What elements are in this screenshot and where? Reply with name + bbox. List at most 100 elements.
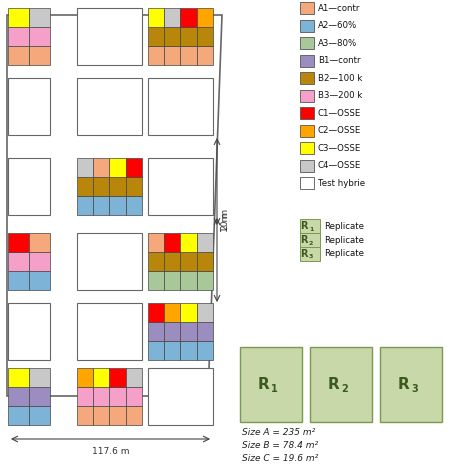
Bar	[8, 368, 29, 387]
Text: A1—contr: A1—contr	[318, 3, 360, 12]
Bar	[77, 177, 93, 196]
Bar	[148, 322, 164, 341]
Bar	[77, 233, 142, 290]
Bar	[77, 8, 142, 65]
Bar	[300, 72, 314, 84]
Bar	[29, 8, 50, 27]
Bar	[300, 125, 314, 137]
Bar	[148, 271, 164, 290]
Bar	[197, 322, 213, 341]
Bar	[164, 252, 181, 271]
Bar	[380, 347, 442, 422]
Bar	[197, 27, 213, 46]
Bar	[164, 27, 181, 46]
Bar	[29, 406, 50, 425]
Bar	[197, 271, 213, 290]
Text: 2: 2	[309, 240, 313, 246]
Text: Size B = 78.4 m²: Size B = 78.4 m²	[242, 441, 318, 450]
Text: Replicate: Replicate	[324, 249, 364, 258]
Bar	[93, 158, 109, 177]
Bar	[126, 368, 142, 387]
Bar	[126, 177, 142, 196]
Bar	[148, 303, 164, 322]
Bar	[8, 387, 29, 406]
Text: C3—OSSE: C3—OSSE	[318, 144, 361, 153]
Bar	[148, 8, 164, 27]
Text: R: R	[397, 377, 409, 392]
Bar	[8, 252, 29, 271]
Bar	[181, 233, 197, 252]
Bar	[148, 252, 164, 271]
Bar	[148, 78, 213, 135]
Bar	[164, 341, 181, 360]
Bar	[240, 347, 302, 422]
Bar	[29, 46, 50, 65]
Bar	[181, 303, 197, 322]
Bar	[300, 219, 320, 233]
Bar	[8, 8, 29, 27]
Text: B2—100 k: B2—100 k	[318, 73, 363, 82]
Text: Replicate: Replicate	[324, 221, 364, 230]
Text: R: R	[301, 221, 308, 231]
Bar	[148, 158, 213, 215]
Text: B1—contr: B1—contr	[318, 56, 361, 65]
Bar	[164, 322, 181, 341]
Text: Test hybrie: Test hybrie	[318, 179, 365, 188]
Bar	[181, 252, 197, 271]
Bar	[77, 196, 93, 215]
Bar	[300, 55, 314, 66]
Bar	[77, 368, 93, 387]
Bar	[109, 158, 126, 177]
Bar	[197, 46, 213, 65]
Bar	[164, 233, 181, 252]
Bar	[197, 8, 213, 27]
Bar	[181, 341, 197, 360]
Bar	[181, 27, 197, 46]
Text: 1: 1	[271, 384, 278, 394]
Bar	[300, 177, 314, 189]
Bar	[8, 27, 29, 46]
Bar	[310, 347, 372, 422]
Text: Replicate: Replicate	[324, 236, 364, 245]
Text: R: R	[301, 235, 308, 245]
Bar	[126, 196, 142, 215]
Bar	[300, 107, 314, 119]
Bar	[109, 196, 126, 215]
Text: 1: 1	[309, 227, 313, 231]
Text: R: R	[301, 249, 308, 259]
Text: C4—OSSE: C4—OSSE	[318, 161, 361, 170]
Bar	[148, 46, 164, 65]
Bar	[8, 46, 29, 65]
Bar	[164, 8, 181, 27]
Bar	[8, 271, 29, 290]
Bar	[181, 271, 197, 290]
Bar	[77, 387, 93, 406]
Bar	[164, 271, 181, 290]
Bar	[148, 341, 164, 360]
Bar	[77, 406, 93, 425]
Text: 2: 2	[341, 384, 348, 394]
Bar	[126, 387, 142, 406]
Text: 10 m: 10 m	[221, 209, 230, 232]
Bar	[181, 46, 197, 65]
Polygon shape	[7, 15, 222, 396]
Bar	[109, 387, 126, 406]
Bar	[29, 387, 50, 406]
Text: A2—60%: A2—60%	[318, 21, 357, 30]
Bar	[29, 233, 50, 252]
Bar	[197, 303, 213, 322]
Text: 3: 3	[411, 384, 418, 394]
Bar	[300, 233, 320, 247]
Text: R: R	[327, 377, 339, 392]
Bar	[29, 27, 50, 46]
Bar	[181, 8, 197, 27]
Text: 2 m: 2 m	[221, 213, 230, 230]
Bar	[300, 19, 314, 31]
Bar	[29, 271, 50, 290]
Bar	[300, 142, 314, 154]
Bar	[126, 158, 142, 177]
Text: Size C = 19.6 m²: Size C = 19.6 m²	[242, 454, 318, 463]
Bar	[29, 368, 50, 387]
Bar	[197, 233, 213, 252]
Bar	[93, 406, 109, 425]
